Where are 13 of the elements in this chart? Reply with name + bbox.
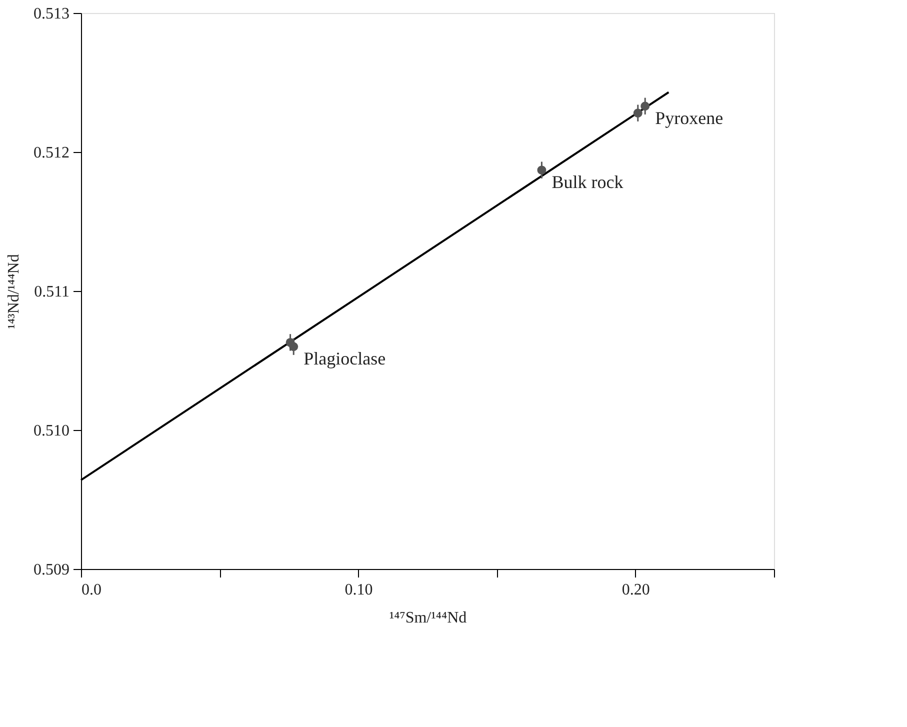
y-tick-label: 0.510	[34, 422, 70, 440]
annotation: Pyroxene	[655, 108, 724, 128]
y-tick-label: 0.511	[34, 284, 70, 300]
x-tick-label: 0.10	[344, 582, 373, 598]
y-axis-title: ¹⁴³Nd/¹⁴⁴Nd	[6, 254, 22, 329]
y-tick-label: 0.512	[34, 144, 70, 162]
x-tick-label: 0.20	[622, 582, 650, 598]
y-tick-label: 0.513	[34, 6, 70, 22]
x-axis-title: ¹⁴⁷Sm/¹⁴⁴Nd	[389, 610, 467, 626]
annotation: Plagioclase	[304, 348, 386, 369]
x-tick-label: 0.0	[82, 582, 102, 598]
y-tick-label: 0.509	[34, 562, 70, 578]
annotation: Bulk rock	[552, 172, 624, 192]
